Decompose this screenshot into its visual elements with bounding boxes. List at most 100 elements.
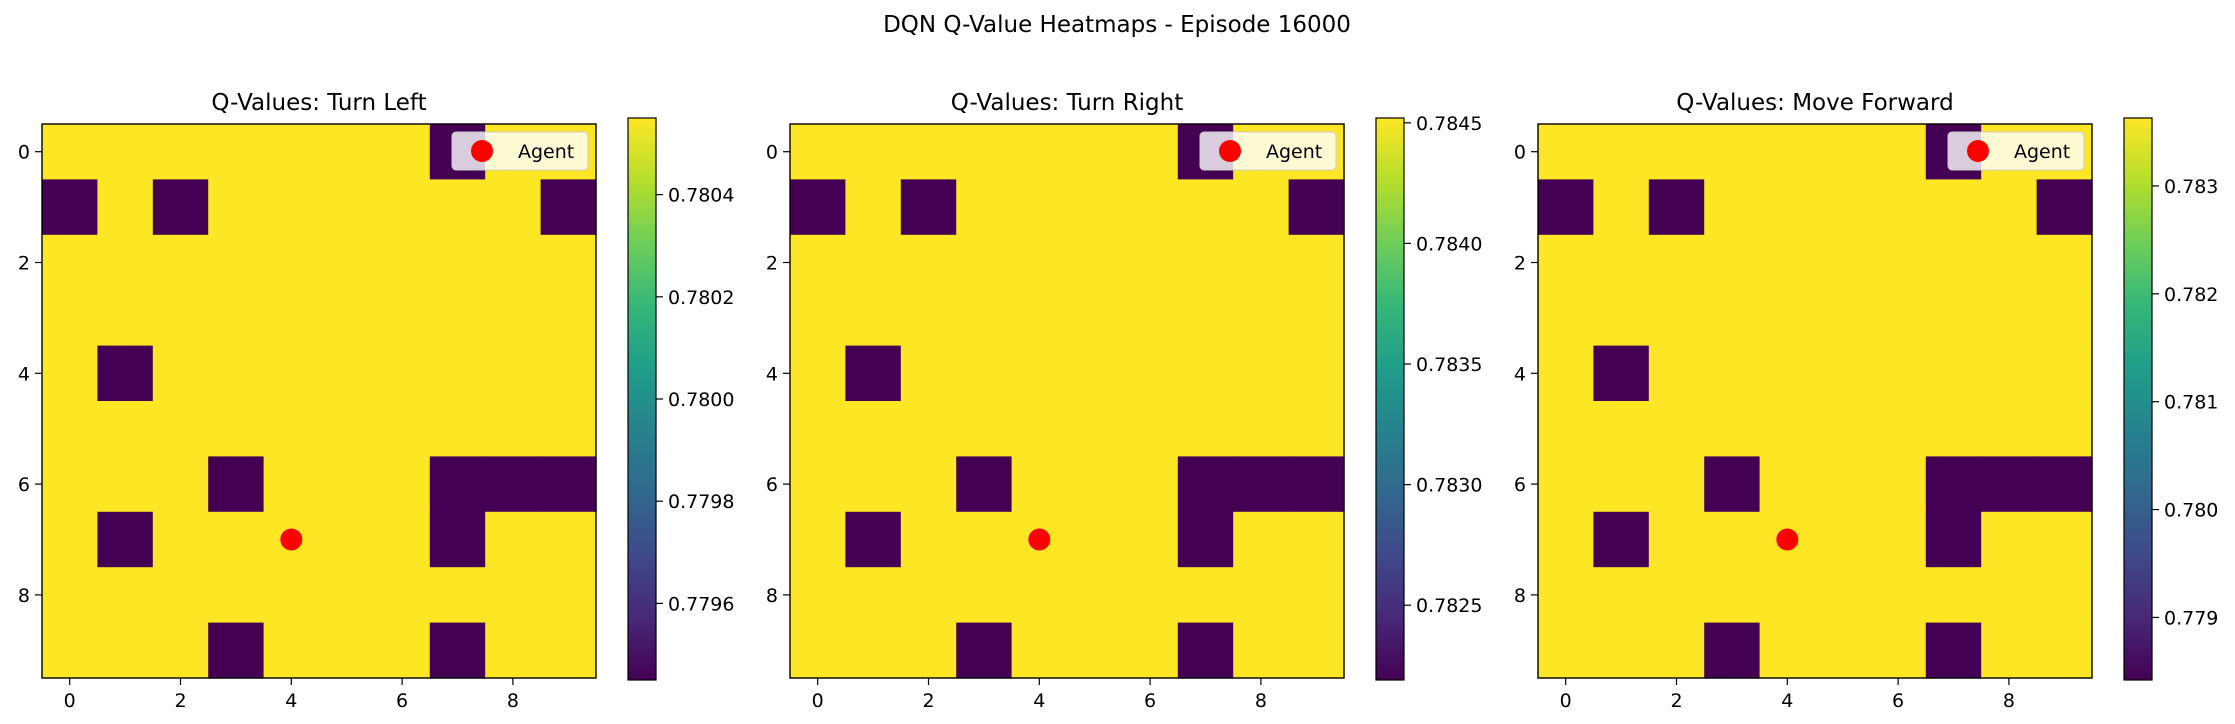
- heatmap-cell: [1067, 290, 1123, 347]
- heatmap-cell: [1815, 179, 1871, 236]
- heatmap-cell: [263, 345, 320, 402]
- y-tick-label: 8: [18, 585, 30, 607]
- heatmap-cell: [845, 234, 902, 291]
- heatmap-cell: [790, 401, 846, 457]
- heatmap-cell: [1122, 290, 1179, 347]
- heatmap-cell: [319, 179, 375, 236]
- heatmap-cell: [1177, 345, 1234, 402]
- legend-label: Agent: [2014, 141, 2070, 163]
- heatmap-cell: [1704, 511, 1761, 568]
- y-tick-label: 2: [766, 253, 778, 275]
- y-tick-label: 0: [1514, 142, 1526, 164]
- heatmap-cell: [1925, 179, 1982, 236]
- heatmap-cell: [1870, 345, 1927, 402]
- heatmap-cell: [1593, 290, 1650, 347]
- heatmap-cell: [42, 345, 98, 402]
- legend-label: Agent: [518, 141, 574, 163]
- colorbar: [1376, 118, 1404, 680]
- heatmap-cell: [1815, 622, 1871, 679]
- heatmap-cell: [2036, 234, 2093, 291]
- subplot-title: Q-Values: Turn Left: [211, 90, 426, 116]
- heatmap-cell: [319, 511, 375, 568]
- heatmap-cell: [1648, 290, 1705, 347]
- colorbar: [2124, 118, 2152, 680]
- colorbar-frame: [2123, 117, 2153, 681]
- heatmap-cell: [485, 456, 542, 513]
- heatmap-cell: [790, 567, 846, 624]
- heatmap-cell: [374, 234, 431, 291]
- heatmap-cell: [1704, 456, 1761, 513]
- heatmap-cell: [1233, 511, 1290, 568]
- heatmap-cell: [1704, 401, 1761, 457]
- heatmap-cell: [1288, 345, 1345, 402]
- heatmap-cell: [1648, 456, 1705, 513]
- heatmap-cell: [1593, 345, 1650, 402]
- colorbar-tick-label: 0.7835: [1416, 354, 1482, 376]
- agent-marker: [1028, 528, 1051, 551]
- heatmap-cell: [2036, 179, 2093, 236]
- heatmap-cell: [1288, 179, 1345, 236]
- heatmap-cell: [429, 179, 486, 236]
- heatmap-cell: [374, 290, 431, 347]
- heatmap-cell: [485, 345, 542, 402]
- heatmap-cell: [845, 124, 902, 180]
- heatmap-cell: [2036, 401, 2093, 457]
- heatmap-cell: [1925, 345, 1982, 402]
- figure-title: DQN Q-Value Heatmaps - Episode 16000: [883, 12, 1351, 38]
- heatmap-cell: [1233, 401, 1290, 457]
- heatmap-cell: [374, 511, 431, 568]
- plot-frame: [1537, 123, 2093, 679]
- heatmap-cell: [956, 622, 1013, 679]
- panel-turn-right: Q-Values: Turn Right 0 2 4 6 8 0 2 4 6 8 Agent 0.782…: [766, 90, 1483, 712]
- heatmap-cell: [790, 290, 846, 347]
- heatmap-cell: [374, 401, 431, 457]
- heatmap-cell: [208, 511, 265, 568]
- heatmap-cell: [900, 567, 957, 624]
- heatmap-cell: [1538, 567, 1594, 624]
- heatmap-cell: [1870, 511, 1927, 568]
- heatmap-cell: [790, 511, 846, 568]
- panel-move-forward: Q-Values: Move Forward 0 2 4 6 8 0 2 4 6 8 Agent 0.7…: [1514, 90, 2219, 712]
- heatmap-cell: [1067, 234, 1123, 291]
- subplot-title: Q-Values: Move Forward: [1676, 90, 1953, 116]
- heatmap-cell: [956, 567, 1013, 624]
- heatmap-cell: [152, 179, 209, 236]
- heatmap-cell: [845, 345, 902, 402]
- heatmap-cell: [1538, 124, 1594, 180]
- colorbar-frame: [1375, 117, 1405, 681]
- heatmap-cell: [1011, 456, 1068, 513]
- plot-frame: [789, 123, 1345, 679]
- x-tick-label: 2: [174, 690, 186, 712]
- heatmap-cell: [1538, 401, 1594, 457]
- heatmap-cell: [1704, 290, 1761, 347]
- heatmap-cell: [1870, 567, 1927, 624]
- heatmap-cell: [263, 567, 320, 624]
- heatmap-cell: [263, 290, 320, 347]
- heatmap-cell: [1981, 622, 2038, 679]
- heatmap-cell: [1593, 124, 1650, 180]
- y-tick-label: 6: [766, 474, 778, 496]
- heatmap-cell: [540, 622, 597, 679]
- heatmap-cell: [1177, 234, 1234, 291]
- subplot-title: Q-Values: Turn Right: [951, 90, 1184, 116]
- heatmap-cell: [1177, 622, 1234, 679]
- heatmap-cell: [790, 234, 846, 291]
- heatmap-cell: [1925, 456, 1982, 513]
- heatmap-cell: [1981, 567, 2038, 624]
- y-tick-label: 4: [18, 363, 30, 385]
- heatmap-cell: [1593, 401, 1650, 457]
- heatmap-cell: [319, 345, 375, 402]
- heatmap-cell: [790, 622, 846, 679]
- heatmap-cell: [97, 345, 154, 402]
- heatmap-cell: [152, 234, 209, 291]
- heatmap-cell: [263, 456, 320, 513]
- heatmap-cell: [1122, 179, 1179, 236]
- heatmap-cell: [956, 401, 1013, 457]
- heatmap-cell: [1870, 179, 1927, 236]
- heatmap-cell: [1122, 567, 1179, 624]
- heatmap-cell: [1870, 622, 1927, 679]
- heatmap-cell: [208, 345, 265, 402]
- heatmap-cell: [1648, 345, 1705, 402]
- heatmap-cell: [1704, 622, 1761, 679]
